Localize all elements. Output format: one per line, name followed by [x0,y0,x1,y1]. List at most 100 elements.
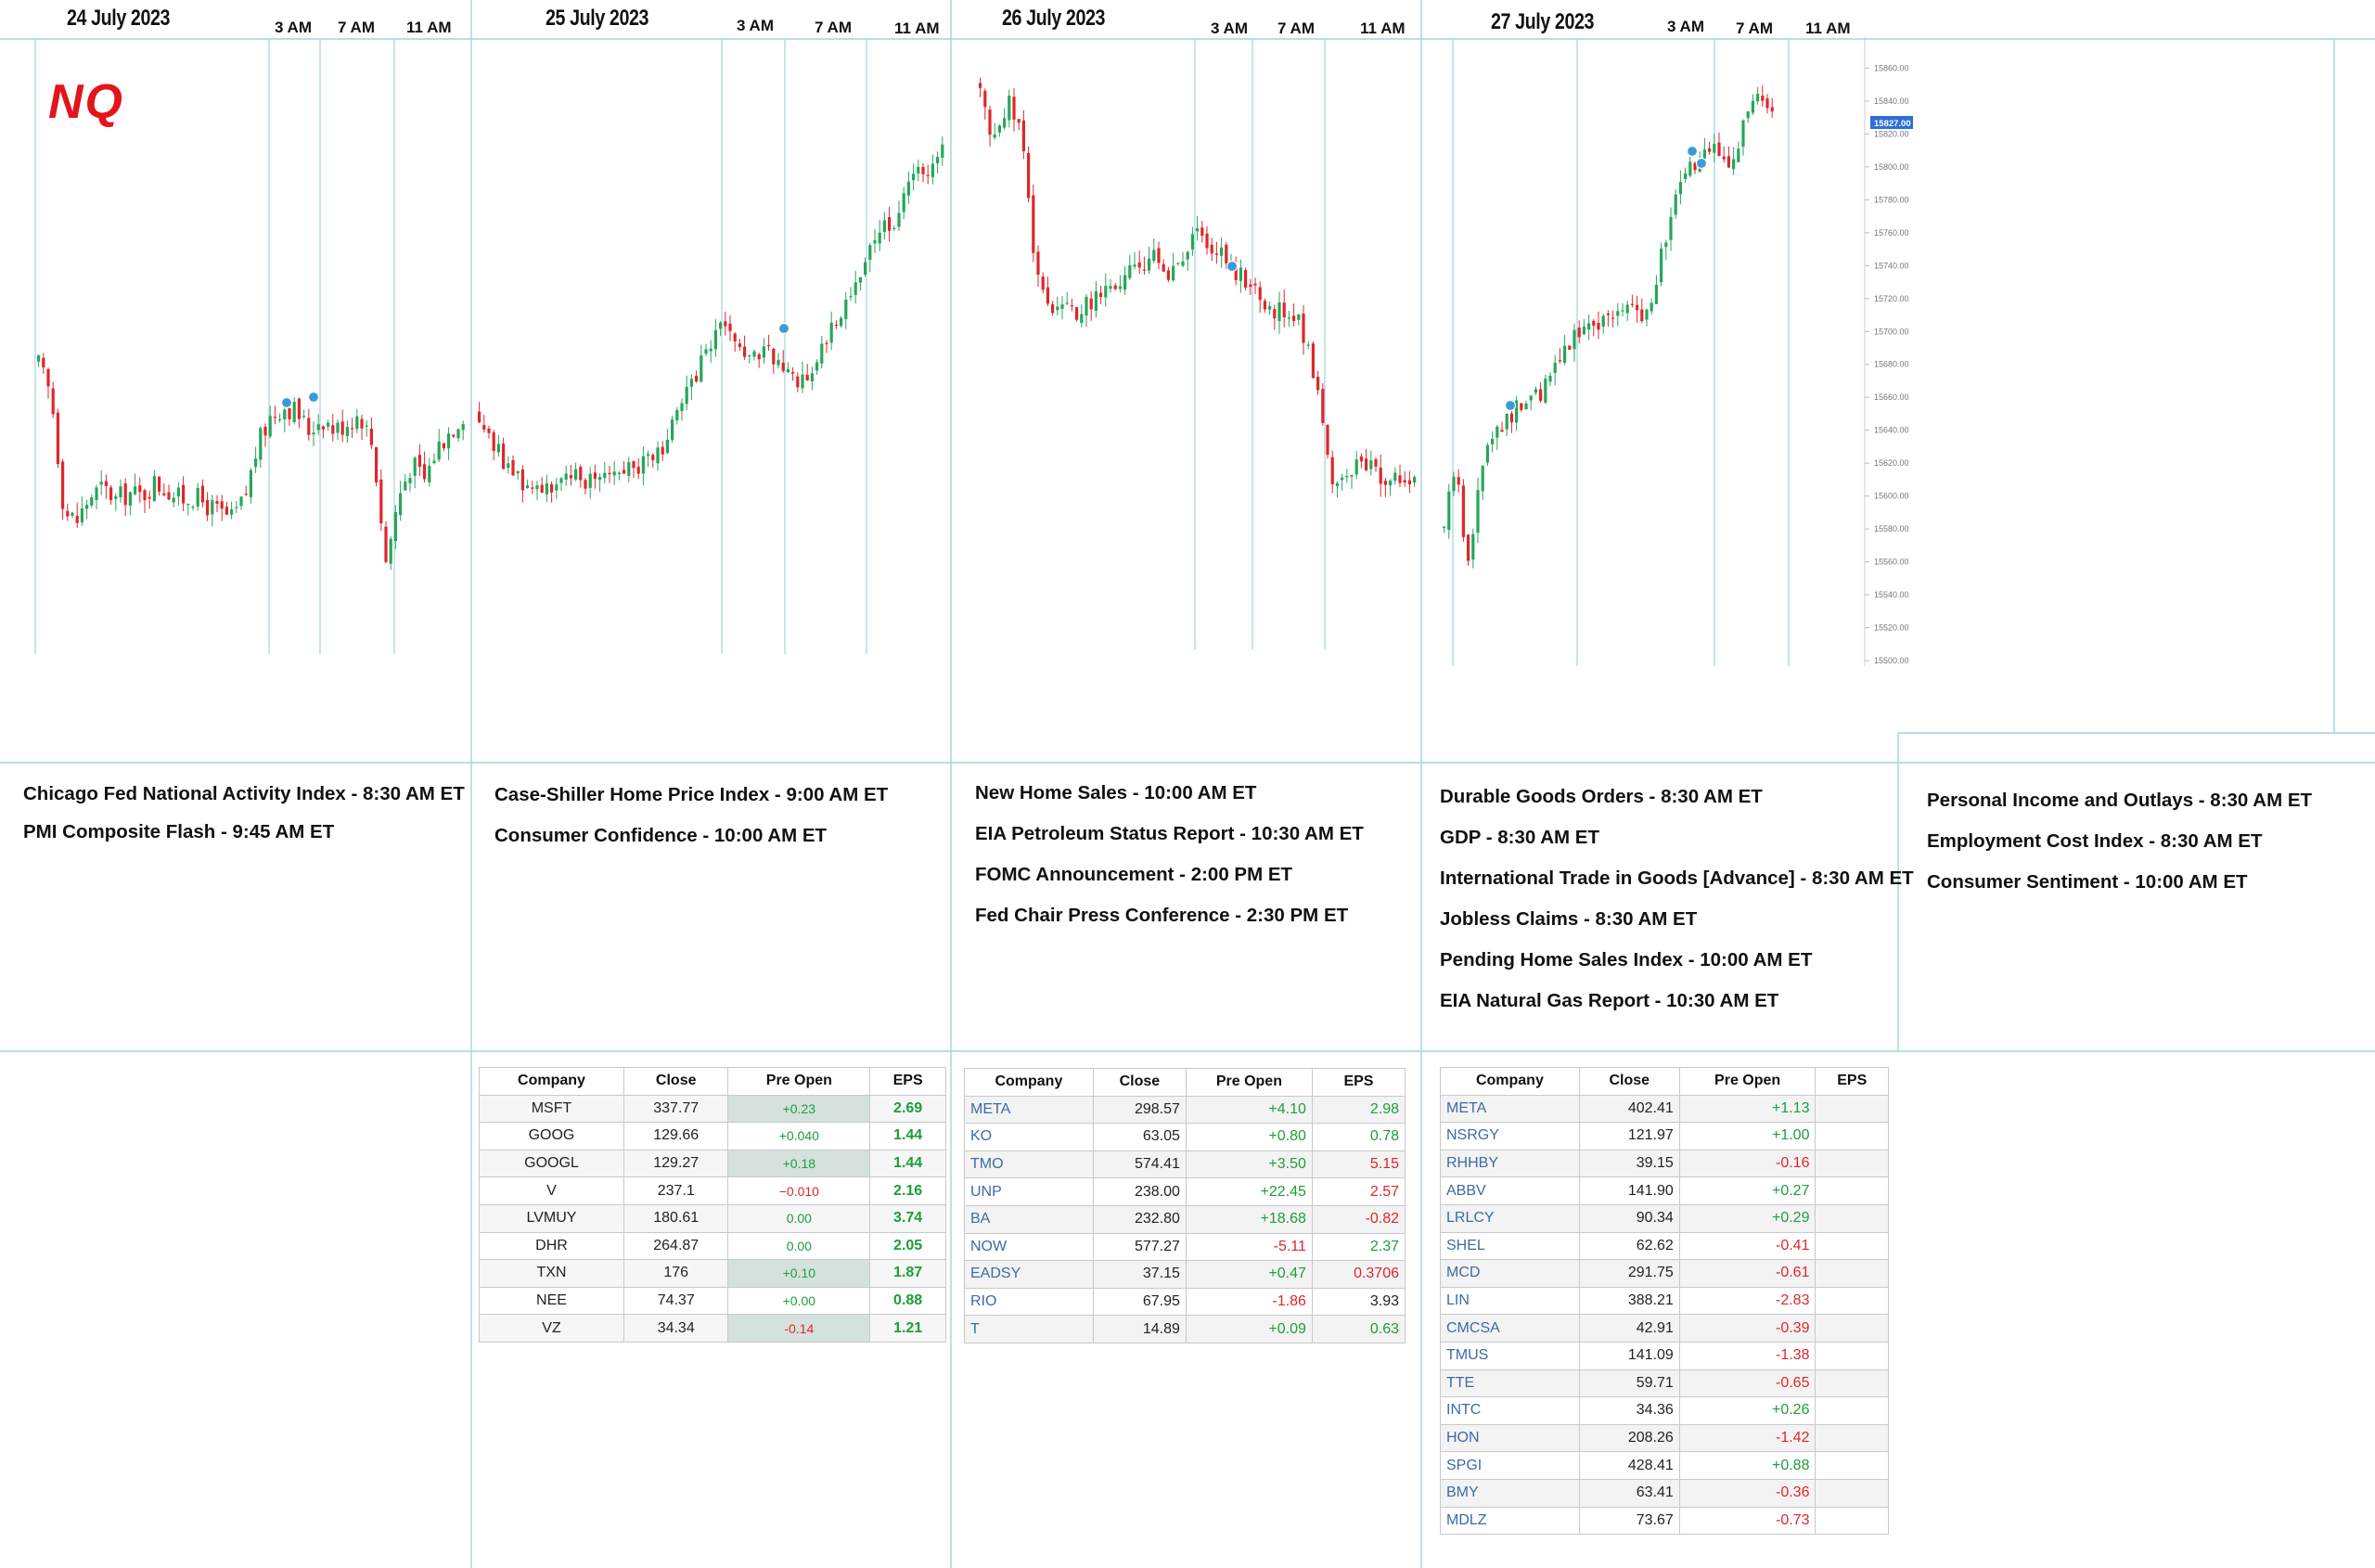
table-row[interactable]: LVMUY 180.61 0.00 3.74 [479,1203,946,1233]
news-marker-icon[interactable] [1686,145,1699,158]
table-row[interactable]: T 14.89 +0.09 0.63 [964,1315,1406,1343]
table-row[interactable]: MCD 291.75 -0.61 [1440,1259,1889,1288]
column-header[interactable]: EPS [869,1067,946,1096]
column-header[interactable]: EPS [1311,1068,1406,1097]
table-row[interactable]: HON 208.26 -1.42 [1440,1423,1889,1453]
column-header[interactable]: Company [1440,1067,1580,1096]
candle-body [95,487,98,500]
table-row[interactable]: MSFT 337.77 +0.23 2.69 [479,1094,946,1124]
news-marker-icon[interactable] [1504,399,1517,412]
table-row[interactable]: MDLZ 73.67 -0.73 [1440,1506,1889,1536]
candle-body [892,227,896,230]
news-marker-icon[interactable] [777,322,790,335]
candle-body [685,386,688,405]
candle-body [1306,344,1310,346]
close-cell: 238.00 [1092,1177,1187,1206]
column-header[interactable]: Close [1578,1067,1680,1096]
company-cell: CMCSA [1440,1314,1580,1343]
price-tick-label: 15740.00 [1874,261,1909,270]
table-row[interactable]: INTC 34.36 +0.26 [1440,1396,1889,1425]
candle-body [623,469,626,474]
table-row[interactable]: V 237.1 −0.010 2.16 [479,1176,946,1205]
table-row[interactable]: EADSY 37.15 +0.47 0.3706 [964,1260,1406,1289]
column-header[interactable]: Company [964,1068,1094,1097]
table-row[interactable]: RHHBY 39.15 -0.16 [1440,1149,1889,1178]
table-row[interactable]: META 402.41 +1.13 [1440,1094,1889,1124]
nq-candlestick-chart[interactable]: 15500.00 15520.00 15540.00 15560.00 15580.00… [0,0,2375,668]
table-header-row: Company Close Pre Open EPS [964,1068,1406,1097]
table-row[interactable]: SHEL 62.62 -0.41 [1440,1231,1889,1261]
table-row[interactable]: LRLCY 90.34 +0.29 [1440,1203,1889,1233]
candle-body [1645,309,1649,320]
candle-body [1060,304,1064,309]
candle-body [1302,314,1305,343]
table-row[interactable]: BMY 63.41 -0.36 [1440,1478,1889,1508]
column-header[interactable]: EPS [1815,1067,1889,1096]
candle-body [1253,283,1257,286]
column-header[interactable]: Pre Open [1678,1067,1817,1096]
candle-body [442,443,445,449]
candle-body [743,346,747,357]
column-header[interactable]: Close [1092,1068,1187,1097]
news-marker-icon[interactable] [1226,260,1239,273]
candle-body [704,349,708,354]
candle-body [389,538,392,564]
candle-body [791,371,795,374]
table-row[interactable]: GOOGL 129.27 +0.18 1.44 [479,1149,946,1178]
price-tick-label: 15860.00 [1874,63,1909,72]
table-row[interactable]: TMO 574.41 +3.50 5.15 [964,1150,1406,1179]
candle-body [1443,526,1446,528]
candle-body [574,469,578,480]
news-marker-icon[interactable] [307,391,320,404]
candle-body [487,428,491,433]
candle-body [191,507,195,508]
candle-body [1476,490,1480,533]
pre-open-cell: -1.38 [1678,1341,1817,1370]
candle-body [114,495,118,499]
news-marker-icon[interactable] [1695,157,1708,170]
table-row[interactable]: LIN 388.21 -2.83 [1440,1286,1889,1316]
table-row[interactable]: SPGI 428.41 +0.88 [1440,1451,1889,1480]
candle-body [235,507,238,508]
candle-body [215,501,219,504]
news-marker-icon[interactable] [280,396,293,409]
eps-cell [1815,1149,1889,1178]
table-row[interactable]: UNP 238.00 +22.45 2.57 [964,1177,1406,1206]
pre-open-cell: −0.010 [727,1176,871,1205]
candle-body [437,441,441,460]
candle-body [1365,458,1368,470]
table-row[interactable]: NSRGY 121.97 +1.00 [1440,1122,1889,1150]
column-header[interactable]: Pre Open [727,1067,871,1096]
table-row[interactable]: DHR 264.87 0.00 2.05 [479,1231,946,1261]
table-row[interactable]: BA 232.80 +18.68 -0.82 [964,1204,1406,1234]
candle-body [1249,284,1252,288]
candle-body [748,354,751,357]
candle-body [1239,267,1242,281]
table-row[interactable]: RIO 67.95 -1.86 3.93 [964,1287,1406,1317]
close-cell: 63.41 [1578,1478,1680,1508]
time-label: 11 AM [1805,19,1851,37]
table-row[interactable]: VZ 34.34 -0.14 1.21 [479,1314,946,1343]
table-row[interactable]: TMUS 141.09 -1.38 [1440,1341,1889,1370]
column-header[interactable]: Company [479,1067,624,1096]
close-cell: 90.34 [1578,1203,1680,1233]
close-cell: 428.41 [1578,1451,1680,1480]
candle-body [1075,306,1079,320]
eps-cell: 3.74 [869,1203,946,1233]
table-row[interactable]: CMCSA 42.91 -0.39 [1440,1314,1889,1343]
day-header-3: 26 July 2023 [1002,6,1106,31]
candle-body [1587,323,1591,330]
candle-body [636,467,640,474]
table-row[interactable]: META 298.57 +4.10 2.98 [964,1095,1406,1125]
table-row[interactable]: GOOG 129.66 +0.040 1.44 [479,1122,946,1150]
table-row[interactable]: NEE 74.37 +0.00 0.88 [479,1286,946,1316]
candle-body [1142,269,1146,271]
candle-body [1544,379,1547,404]
table-row[interactable]: KO 63.05 +0.80 0.78 [964,1123,1406,1151]
column-header[interactable]: Pre Open [1185,1068,1313,1097]
table-row[interactable]: ABBV 141.90 +0.27 [1440,1176,1889,1205]
table-row[interactable]: TXN 176 +0.10 1.87 [479,1259,946,1288]
table-row[interactable]: NOW 577.27 -5.11 2.37 [964,1232,1406,1262]
column-header[interactable]: Close [623,1067,729,1096]
table-row[interactable]: TTE 59.71 -0.65 [1440,1369,1889,1398]
